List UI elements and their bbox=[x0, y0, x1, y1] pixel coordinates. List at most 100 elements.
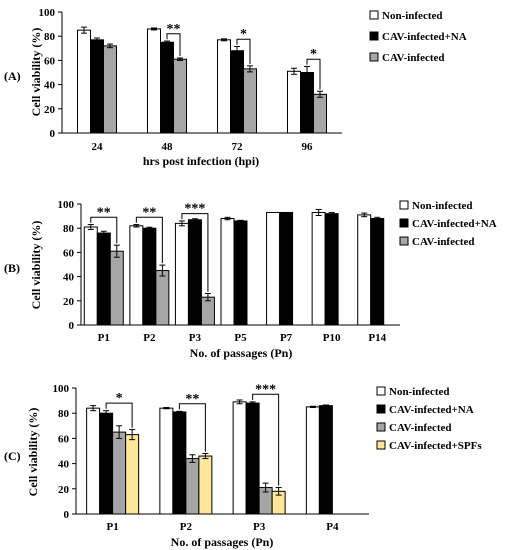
x-tick-label: P1 bbox=[98, 332, 110, 344]
legend-swatch bbox=[399, 200, 409, 210]
legend-swatch bbox=[376, 422, 386, 432]
y-tick-label: 20 bbox=[44, 104, 56, 116]
significance-label: * bbox=[310, 47, 317, 62]
panel-label-b: (B) bbox=[4, 261, 20, 275]
y-tick-label: 80 bbox=[44, 31, 56, 43]
bar bbox=[220, 218, 235, 326]
significance-bracket bbox=[236, 38, 251, 65]
bar bbox=[160, 41, 174, 134]
bar bbox=[159, 407, 174, 515]
bar bbox=[324, 213, 339, 326]
bar bbox=[217, 39, 231, 134]
bar bbox=[357, 214, 372, 326]
bar bbox=[245, 402, 260, 515]
bar bbox=[173, 58, 187, 134]
y-tick-label: 0 bbox=[64, 509, 70, 521]
bar bbox=[279, 211, 294, 326]
significance-bracket bbox=[178, 403, 206, 452]
significance-label: *** bbox=[184, 202, 205, 217]
x-tick-label: 96 bbox=[302, 141, 314, 153]
x-tick-label: P3 bbox=[189, 332, 202, 344]
y-tick-label: 40 bbox=[44, 80, 56, 92]
bar bbox=[187, 219, 202, 326]
bar bbox=[232, 401, 247, 515]
bar bbox=[112, 431, 127, 515]
y-tick-label: 60 bbox=[58, 433, 70, 445]
bar bbox=[147, 28, 161, 134]
bar bbox=[243, 68, 257, 134]
bar bbox=[142, 227, 157, 326]
legend-label: Non-infected bbox=[382, 10, 443, 22]
significance-bracket bbox=[306, 58, 321, 90]
significance-bracket bbox=[252, 393, 280, 486]
legend-label: CAV-infected+NA bbox=[382, 31, 467, 43]
legend-swatch bbox=[399, 218, 409, 228]
legend-swatch bbox=[376, 404, 386, 414]
legend-swatch bbox=[376, 386, 386, 396]
bar bbox=[129, 225, 144, 326]
x-tick-label: 48 bbox=[162, 141, 174, 153]
x-tick-label: P14 bbox=[368, 332, 386, 344]
y-tick-label: 100 bbox=[39, 7, 56, 19]
x-tick-label: 72 bbox=[232, 141, 244, 153]
legend-label: Non-infected bbox=[412, 200, 473, 212]
chart-b: (B) Cell viability (%) No. of passages (… bbox=[4, 199, 497, 360]
legend-swatch bbox=[369, 10, 379, 20]
x-tick-label: P1 bbox=[107, 521, 119, 533]
bar bbox=[311, 211, 326, 326]
bar bbox=[266, 211, 281, 326]
y-tick-label: 40 bbox=[63, 272, 75, 284]
legend-swatch bbox=[376, 440, 386, 450]
bar bbox=[174, 222, 189, 326]
bar bbox=[103, 45, 117, 134]
bar bbox=[172, 411, 187, 515]
legend-label: CAV-infected bbox=[382, 52, 445, 64]
bar bbox=[305, 406, 320, 515]
significance-bracket bbox=[135, 216, 163, 264]
chart-a: (A) Cell viability (%) hrs post infectio… bbox=[4, 7, 467, 168]
bar bbox=[313, 93, 327, 134]
bar bbox=[198, 455, 213, 515]
significance-label: ** bbox=[142, 205, 156, 220]
x-tick-label: P2 bbox=[180, 521, 193, 533]
ylabel-a: Cell viability (%) bbox=[29, 28, 43, 117]
bar bbox=[185, 458, 200, 515]
chart-c: (C) Cell viability (%) No. of passages (… bbox=[4, 382, 482, 549]
legend-swatch bbox=[369, 52, 379, 62]
bar bbox=[96, 232, 111, 326]
significance-label: ** bbox=[97, 205, 111, 220]
xlabel-c: No. of passages (Pn) bbox=[171, 535, 274, 549]
legend-swatch bbox=[369, 31, 379, 41]
bar bbox=[287, 70, 301, 134]
significance-label: *** bbox=[255, 382, 276, 397]
significance-bracket bbox=[105, 402, 133, 428]
x-tick-label: P7 bbox=[280, 332, 293, 344]
x-tick-label: P4 bbox=[326, 521, 339, 533]
ylabel-b: Cell viability (%) bbox=[29, 221, 43, 310]
bar bbox=[86, 407, 101, 515]
bar bbox=[83, 226, 98, 326]
bar bbox=[77, 29, 91, 134]
x-tick-label: P10 bbox=[323, 332, 341, 344]
y-tick-label: 80 bbox=[58, 408, 70, 420]
legend-label: Non-infected bbox=[389, 386, 450, 398]
y-tick-label: 100 bbox=[53, 383, 70, 395]
bar bbox=[125, 434, 140, 515]
xlabel-a: hrs post infection (hpi) bbox=[143, 154, 259, 168]
bar bbox=[155, 270, 170, 326]
legend-label: CAV-infected bbox=[389, 422, 452, 434]
significance-bracket bbox=[166, 33, 181, 57]
panel-label-a: (A) bbox=[4, 69, 21, 83]
significance-label: ** bbox=[185, 392, 199, 407]
legend-label: CAV-infected+NA bbox=[389, 404, 474, 416]
x-tick-label: P3 bbox=[253, 521, 266, 533]
bar bbox=[200, 296, 215, 326]
y-tick-label: 20 bbox=[63, 296, 75, 308]
x-tick-label: 24 bbox=[92, 141, 104, 153]
legend-label: CAV-infected+SPFs bbox=[389, 440, 482, 452]
significance-bracket bbox=[181, 213, 209, 292]
bar bbox=[99, 412, 114, 515]
xlabel-b: No. of passages (Pn) bbox=[190, 346, 293, 360]
y-tick-label: 80 bbox=[63, 223, 75, 235]
